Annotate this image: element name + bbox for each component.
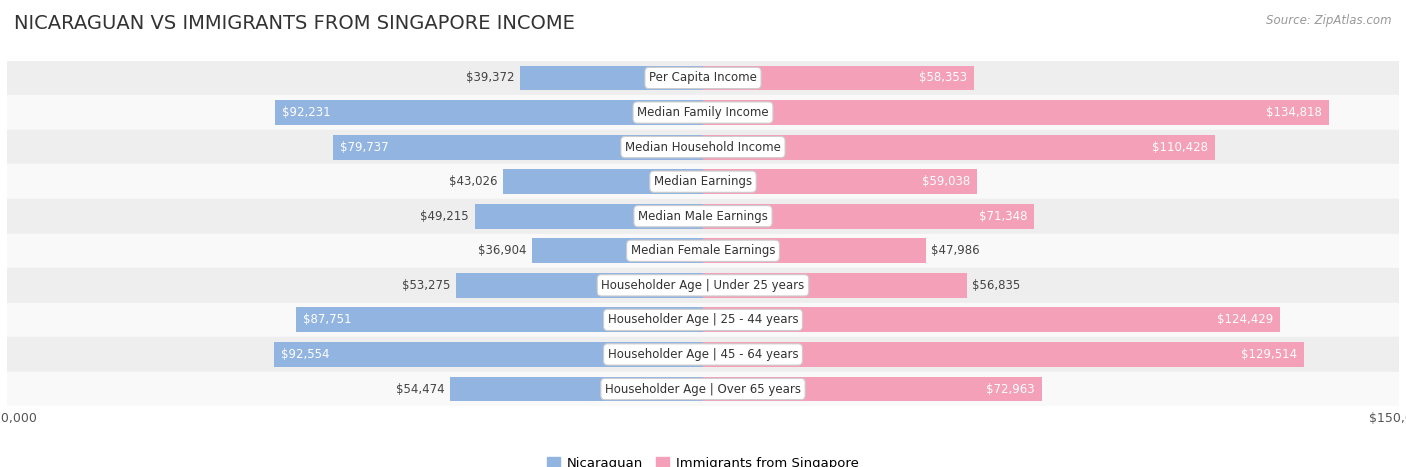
Bar [703,204,1033,229]
Bar [703,273,967,298]
Text: Householder Age | Over 65 years: Householder Age | Over 65 years [605,382,801,396]
Text: $134,818: $134,818 [1265,106,1322,119]
Bar [295,307,703,333]
Text: $53,275: $53,275 [402,279,450,292]
Text: NICARAGUAN VS IMMIGRANTS FROM SINGAPORE INCOME: NICARAGUAN VS IMMIGRANTS FROM SINGAPORE … [14,14,575,33]
Bar [7,199,1399,234]
Text: Householder Age | 45 - 64 years: Householder Age | 45 - 64 years [607,348,799,361]
Bar [703,238,925,263]
Bar [703,307,1281,333]
Bar [456,273,703,298]
Bar [503,169,703,194]
Bar [7,61,1399,95]
Text: Median Female Earnings: Median Female Earnings [631,244,775,257]
Text: $92,231: $92,231 [283,106,330,119]
Text: $92,554: $92,554 [281,348,329,361]
Bar [475,204,703,229]
Bar [7,372,1399,406]
Bar [450,376,703,402]
Text: Householder Age | 25 - 44 years: Householder Age | 25 - 44 years [607,313,799,326]
Bar [520,65,703,91]
Bar [274,342,703,367]
Text: Source: ZipAtlas.com: Source: ZipAtlas.com [1267,14,1392,27]
Text: Median Male Earnings: Median Male Earnings [638,210,768,223]
Bar [703,100,1329,125]
Bar [7,303,1399,337]
Bar [703,342,1303,367]
Bar [333,134,703,160]
Text: $56,835: $56,835 [973,279,1021,292]
Bar [7,164,1399,199]
Text: $43,026: $43,026 [450,175,498,188]
Bar [703,376,1042,402]
Text: $79,737: $79,737 [340,141,388,154]
Bar [7,130,1399,164]
Text: $39,372: $39,372 [467,71,515,85]
Bar [7,95,1399,130]
Legend: Nicaraguan, Immigrants from Singapore: Nicaraguan, Immigrants from Singapore [541,452,865,467]
Text: $87,751: $87,751 [302,313,352,326]
Text: $47,986: $47,986 [931,244,980,257]
Text: $110,428: $110,428 [1153,141,1208,154]
Bar [703,65,974,91]
Text: Median Earnings: Median Earnings [654,175,752,188]
Bar [7,337,1399,372]
Text: Median Family Income: Median Family Income [637,106,769,119]
Text: Householder Age | Under 25 years: Householder Age | Under 25 years [602,279,804,292]
Text: $58,353: $58,353 [918,71,967,85]
Text: $59,038: $59,038 [922,175,970,188]
Text: $49,215: $49,215 [420,210,470,223]
Text: $54,474: $54,474 [396,382,444,396]
Bar [276,100,703,125]
Text: $72,963: $72,963 [986,382,1035,396]
Bar [7,268,1399,303]
Bar [703,134,1215,160]
Text: Per Capita Income: Per Capita Income [650,71,756,85]
Bar [7,234,1399,268]
Text: $129,514: $129,514 [1241,348,1296,361]
Text: $124,429: $124,429 [1218,313,1274,326]
Bar [531,238,703,263]
Bar [703,169,977,194]
Text: Median Household Income: Median Household Income [626,141,780,154]
Text: $36,904: $36,904 [478,244,526,257]
Text: $71,348: $71,348 [979,210,1026,223]
